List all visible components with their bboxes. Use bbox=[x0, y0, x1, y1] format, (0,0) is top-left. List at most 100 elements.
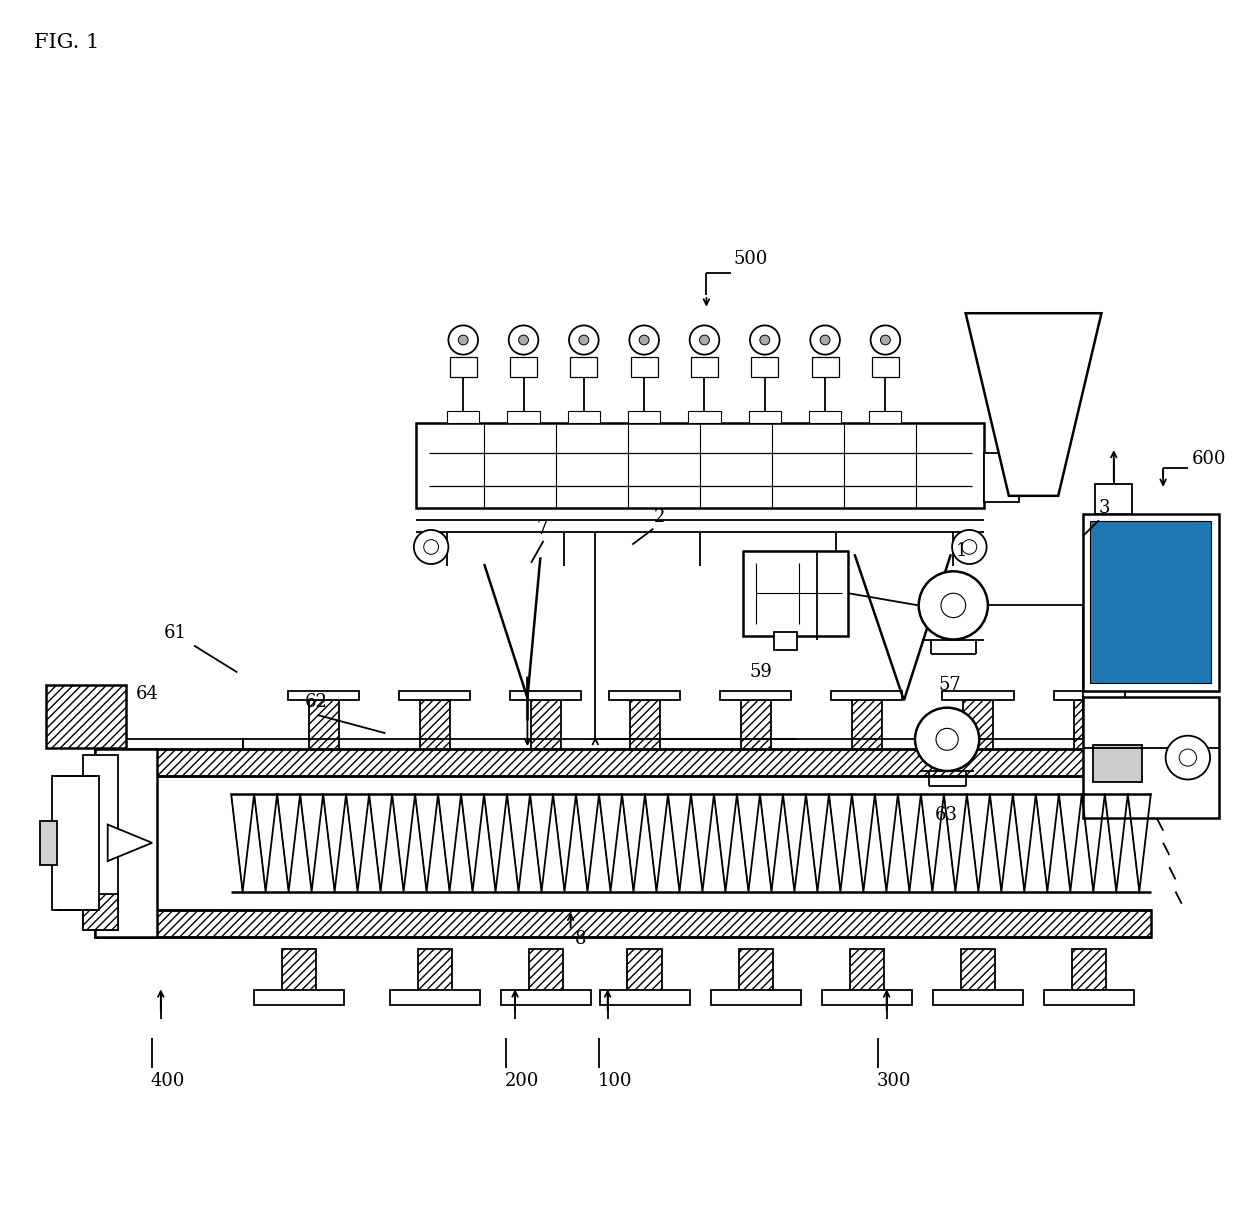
Bar bbox=[1054, 691, 1125, 701]
Bar bbox=[869, 411, 901, 423]
Bar bbox=[609, 691, 681, 701]
Text: 600: 600 bbox=[1192, 450, 1226, 468]
Circle shape bbox=[630, 325, 658, 355]
Circle shape bbox=[962, 539, 977, 554]
Circle shape bbox=[459, 335, 469, 345]
Bar bbox=[852, 701, 882, 748]
Bar bbox=[961, 949, 996, 996]
Bar bbox=[1019, 460, 1033, 495]
Text: 400: 400 bbox=[151, 1071, 185, 1090]
Text: 64: 64 bbox=[136, 685, 159, 702]
Polygon shape bbox=[108, 824, 153, 861]
Circle shape bbox=[919, 571, 988, 640]
Bar bbox=[742, 701, 770, 748]
Text: 7: 7 bbox=[536, 521, 547, 538]
Circle shape bbox=[579, 335, 589, 345]
Circle shape bbox=[952, 530, 987, 564]
Bar bbox=[568, 411, 600, 423]
Text: 63: 63 bbox=[935, 806, 957, 824]
Bar bbox=[749, 411, 781, 423]
Bar bbox=[95, 748, 157, 937]
Text: 3: 3 bbox=[1099, 499, 1111, 516]
Bar bbox=[1071, 949, 1106, 996]
Text: 100: 100 bbox=[598, 1071, 632, 1090]
Text: 300: 300 bbox=[877, 1071, 911, 1090]
Bar bbox=[872, 357, 899, 377]
Text: 1: 1 bbox=[956, 542, 967, 560]
Circle shape bbox=[508, 325, 538, 355]
Circle shape bbox=[569, 325, 599, 355]
Bar bbox=[808, 411, 841, 423]
Bar bbox=[389, 991, 480, 1005]
Circle shape bbox=[518, 335, 528, 345]
Bar bbox=[418, 949, 453, 996]
Circle shape bbox=[880, 335, 890, 345]
Bar bbox=[739, 949, 773, 996]
Circle shape bbox=[414, 530, 449, 564]
Bar bbox=[83, 894, 118, 931]
Bar bbox=[501, 991, 591, 1005]
Bar bbox=[774, 632, 796, 651]
Bar bbox=[254, 991, 343, 1005]
Text: 61: 61 bbox=[164, 624, 186, 642]
Bar bbox=[849, 949, 884, 996]
Circle shape bbox=[915, 708, 980, 770]
Bar bbox=[1083, 697, 1219, 818]
Bar bbox=[1090, 521, 1211, 684]
Bar bbox=[629, 411, 660, 423]
Bar bbox=[511, 691, 582, 701]
Circle shape bbox=[941, 593, 966, 618]
Bar bbox=[1092, 746, 1142, 781]
Circle shape bbox=[640, 335, 649, 345]
Bar bbox=[1095, 483, 1132, 514]
Circle shape bbox=[870, 325, 900, 355]
Circle shape bbox=[760, 335, 770, 345]
Circle shape bbox=[936, 729, 959, 750]
Bar bbox=[417, 423, 985, 508]
Text: 200: 200 bbox=[505, 1071, 539, 1090]
Bar bbox=[83, 755, 118, 931]
Bar bbox=[95, 910, 1151, 937]
Bar bbox=[46, 685, 126, 747]
Circle shape bbox=[424, 539, 439, 554]
Bar bbox=[420, 701, 450, 748]
Bar bbox=[963, 701, 993, 748]
Bar bbox=[531, 701, 560, 748]
Bar bbox=[399, 691, 470, 701]
Circle shape bbox=[750, 325, 780, 355]
Bar bbox=[281, 949, 316, 996]
Bar bbox=[309, 701, 339, 748]
Bar bbox=[751, 357, 779, 377]
Text: 57: 57 bbox=[939, 676, 961, 693]
Bar bbox=[528, 949, 563, 996]
Circle shape bbox=[1179, 748, 1197, 766]
Bar bbox=[811, 357, 838, 377]
Bar bbox=[570, 357, 598, 377]
Circle shape bbox=[449, 325, 479, 355]
Bar bbox=[600, 991, 689, 1005]
Circle shape bbox=[699, 335, 709, 345]
Text: 59: 59 bbox=[750, 663, 773, 681]
Bar bbox=[1083, 514, 1219, 691]
Circle shape bbox=[1166, 736, 1210, 779]
Bar bbox=[627, 949, 662, 996]
Polygon shape bbox=[966, 313, 1101, 495]
Bar bbox=[52, 775, 99, 910]
Bar bbox=[831, 691, 903, 701]
Bar bbox=[40, 821, 57, 865]
Bar bbox=[1074, 701, 1104, 748]
Bar bbox=[688, 411, 720, 423]
Bar bbox=[448, 411, 480, 423]
Bar bbox=[711, 991, 801, 1005]
Bar bbox=[631, 357, 657, 377]
Bar bbox=[985, 454, 1019, 501]
Bar bbox=[720, 691, 791, 701]
Bar bbox=[942, 691, 1013, 701]
Text: FIG. 1: FIG. 1 bbox=[33, 33, 99, 53]
Circle shape bbox=[689, 325, 719, 355]
Text: 62: 62 bbox=[305, 693, 329, 712]
Text: 500: 500 bbox=[734, 251, 768, 268]
Bar bbox=[510, 357, 537, 377]
Bar bbox=[630, 701, 660, 748]
Bar bbox=[1044, 991, 1135, 1005]
